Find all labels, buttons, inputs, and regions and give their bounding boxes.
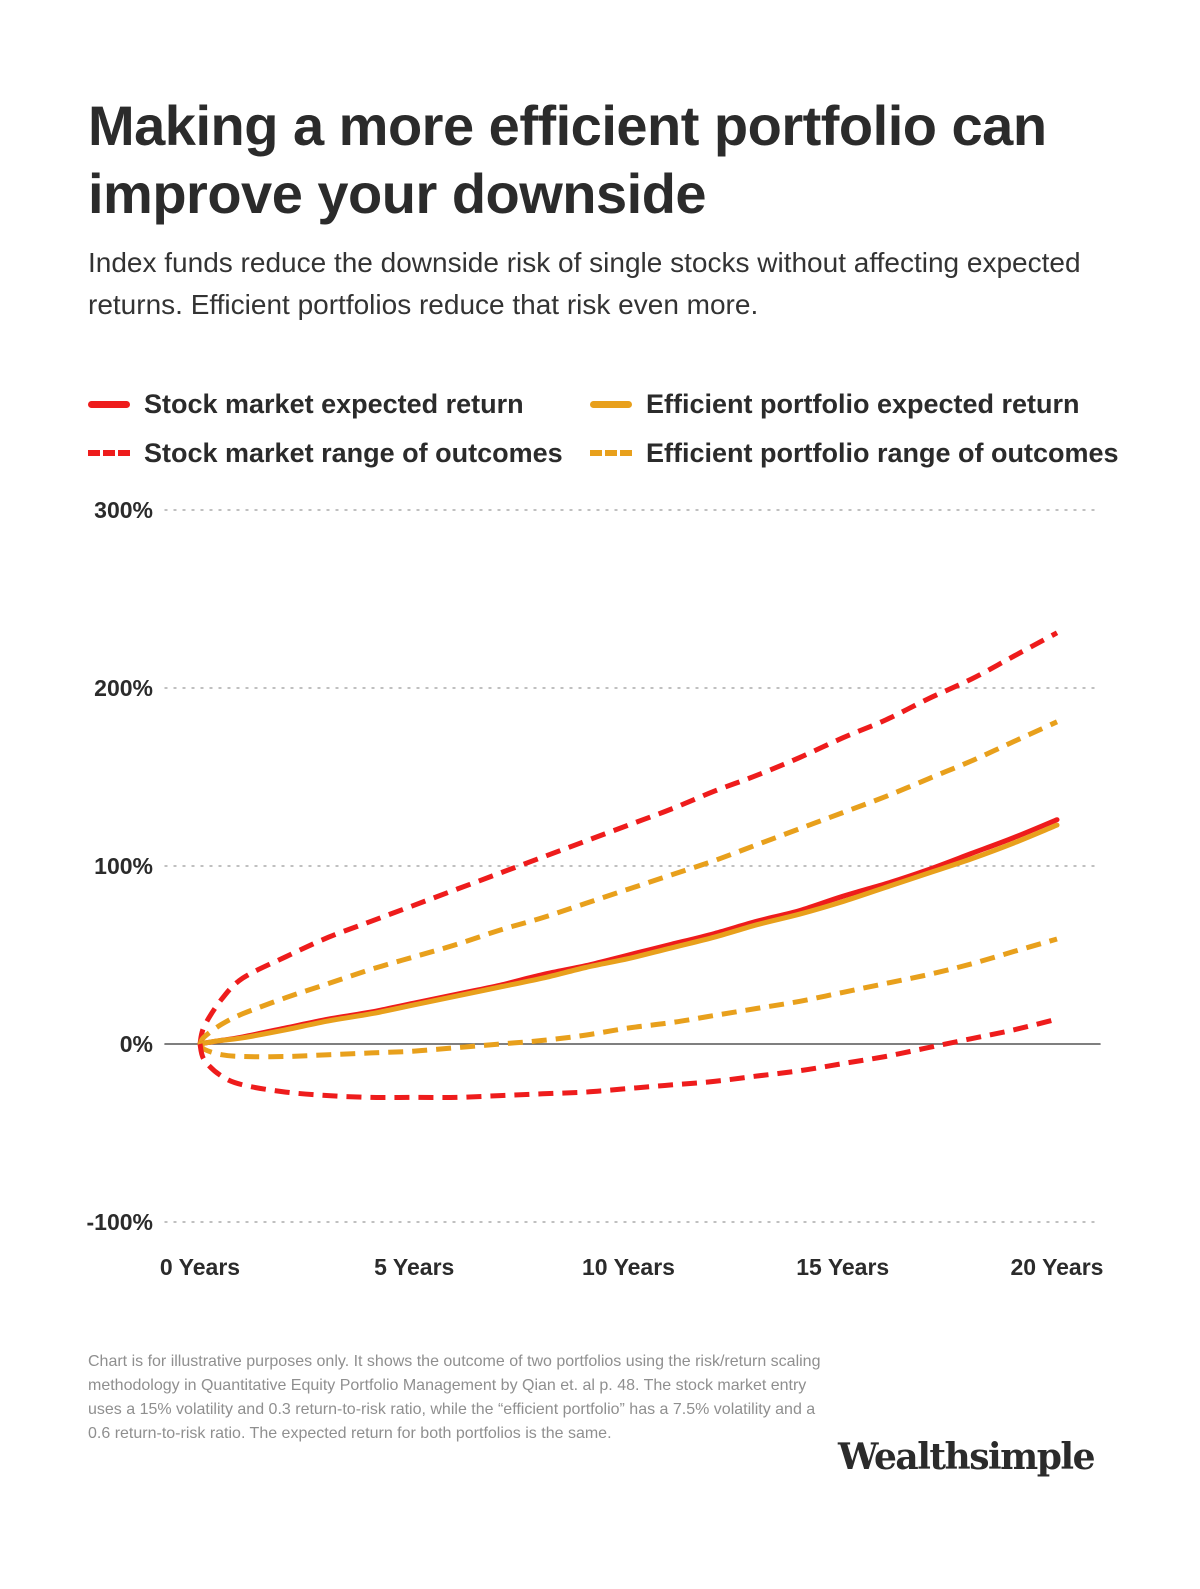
y-tick-label: 200% xyxy=(94,675,153,701)
x-axis-ticks: 0 Years 5 Years 10 Years 15 Years 20 Years xyxy=(160,1254,1104,1280)
legend-swatch-stock-dashed xyxy=(88,450,130,456)
x-tick-label: 15 Years xyxy=(796,1254,889,1280)
legend-item-efficient-range: Efficient portfolio range of outcomes xyxy=(590,433,1119,473)
chart-title: Making a more efficient portfolio can im… xyxy=(88,94,1047,225)
legend-swatch-efficient-dashed xyxy=(590,450,632,456)
legend-label-stock-range: Stock market range of outcomes xyxy=(144,437,563,468)
series-line-efficient-lower xyxy=(197,936,1058,1060)
x-tick-label: 5 Years xyxy=(374,1254,454,1280)
footnote: Chart is for illustrative purposes only.… xyxy=(88,1353,821,1442)
series-line-stock-mean xyxy=(197,817,1060,1047)
legend-item-stock-range: Stock market range of outcomes xyxy=(88,433,563,473)
y-tick-label: 100% xyxy=(94,853,153,879)
legend-swatch-stock-solid xyxy=(88,400,130,408)
legend-item-stock-expected: Stock market expected return xyxy=(88,384,524,424)
y-tick-label: 300% xyxy=(94,497,153,523)
legend-label-efficient-range: Efficient portfolio range of outcomes xyxy=(646,437,1119,468)
brand-logo: Wealthsimple xyxy=(838,1436,1096,1478)
chart-subtitle: Index funds reduce the downside risk of … xyxy=(88,247,1081,320)
series-line-efficient-upper xyxy=(197,719,1059,1046)
x-tick-label: 10 Years xyxy=(582,1254,675,1280)
line-chart: -100% 0% 100% 200% 300% 0 Years 5 Years 10 Yea… xyxy=(87,497,1104,1280)
series-line-stock-lower xyxy=(197,1016,1058,1101)
legend-label-stock-expected: Stock market expected return xyxy=(144,388,524,419)
x-tick-label: 20 Years xyxy=(1011,1254,1104,1280)
y-tick-label: -100% xyxy=(87,1209,153,1235)
legend-swatch-efficient-solid xyxy=(590,400,632,408)
legend-label-efficient-expected: Efficient portfolio expected return xyxy=(646,388,1080,419)
x-tick-label: 0 Years xyxy=(160,1254,240,1280)
series-lines xyxy=(197,630,1060,1101)
series-line-efficient-mean xyxy=(197,822,1060,1047)
y-axis-ticks: -100% 0% 100% 200% 300% xyxy=(87,497,153,1235)
legend-item-efficient-expected: Efficient portfolio expected return xyxy=(590,384,1080,424)
gridlines xyxy=(164,509,1101,1223)
y-tick-label: 0% xyxy=(120,1031,153,1057)
